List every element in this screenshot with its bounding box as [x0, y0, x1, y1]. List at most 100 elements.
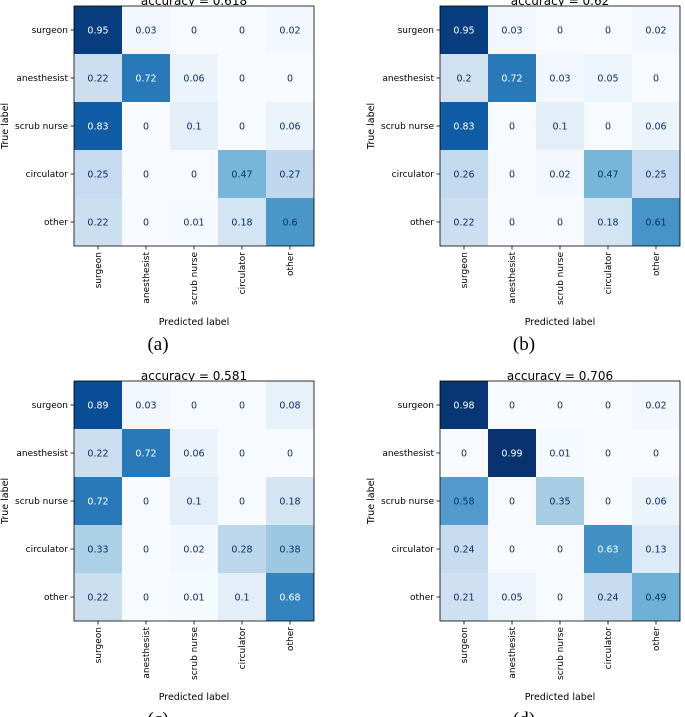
cell-value-label: 0.72 [501, 74, 522, 85]
heatmap-cell [122, 381, 170, 429]
x-tick-label: circulator [604, 627, 614, 670]
heatmap-cell [440, 102, 488, 150]
cell-value-label: 0 [287, 449, 293, 460]
subfigure-caption: (a) [147, 334, 168, 355]
cell-value-label: 0.68 [279, 593, 300, 604]
heatmap-cell [632, 525, 680, 573]
x-tick-label: scrub nurse [190, 252, 200, 305]
heatmap-cell [632, 102, 680, 150]
cell-value-label: 0 [605, 401, 611, 412]
cell-value-label: 0.24 [453, 545, 474, 556]
cell-value-label: 0.18 [597, 218, 618, 229]
heatmap-cell [536, 573, 584, 621]
cell-value-label: 0.26 [453, 170, 474, 181]
cell-value-label: 0.95 [453, 26, 474, 37]
heatmap-cell [632, 477, 680, 525]
heatmap-cell [584, 525, 632, 573]
x-tick-label: circulator [238, 252, 248, 295]
heatmap-cell [632, 6, 680, 54]
y-tick-label: surgeon [398, 26, 434, 36]
heatmap-cell [584, 150, 632, 198]
heatmap-cell [170, 6, 218, 54]
chart-title: accuracy = 0.618 [141, 0, 247, 8]
heatmap-cell [488, 150, 536, 198]
x-tick-label: anesthesist [508, 252, 518, 304]
cell-value-label: 0.24 [597, 593, 618, 604]
cell-value-label: 0 [557, 593, 563, 604]
heatmap-cell [632, 573, 680, 621]
cell-value-label: 0.95 [87, 26, 108, 37]
cell-value-label: 0.01 [549, 449, 570, 460]
cell-value-label: 0.83 [87, 122, 108, 133]
heatmap-cell [170, 150, 218, 198]
heatmap-cell [632, 429, 680, 477]
heatmap-cell [266, 525, 314, 573]
confusion-matrix-panel-a: accuracy = 0.618 0.95 0.03 0 0 0.02 0.22 0.72 0.… [0, 0, 315, 355]
heatmap-cell [440, 381, 488, 429]
cell-value-label: 0.06 [279, 122, 300, 133]
heatmap-cell [218, 573, 266, 621]
cell-value-label: 0.63 [597, 545, 618, 556]
cell-value-label: 0 [143, 170, 149, 181]
heatmap-cell [170, 381, 218, 429]
cell-value-label: 0 [239, 497, 245, 508]
cell-value-label: 0 [605, 497, 611, 508]
y-tick-label: scrub nurse [15, 497, 68, 507]
heatmap-cell [170, 102, 218, 150]
cell-value-label: 0.02 [645, 26, 666, 37]
heatmap-cell [584, 429, 632, 477]
x-tick-label: other [652, 252, 662, 276]
heatmap-cell [122, 6, 170, 54]
cell-value-label: 0.21 [453, 593, 474, 604]
subfigure-caption: (d) [513, 709, 535, 717]
heatmap-cell [74, 429, 122, 477]
cell-value-label: 0 [143, 122, 149, 133]
x-tick-label: scrub nurse [556, 627, 566, 680]
cell-value-label: 0 [509, 497, 515, 508]
heatmap-cell [266, 573, 314, 621]
cell-value-label: 0.27 [279, 170, 300, 181]
x-tick-label: other [286, 252, 296, 276]
heatmap-cell [170, 198, 218, 246]
cell-value-label: 0.1 [234, 593, 249, 604]
cell-value-label: 0 [239, 401, 245, 412]
heatmap-cell [488, 102, 536, 150]
heatmap-cell [218, 429, 266, 477]
heatmap-cell [74, 381, 122, 429]
cell-value-label: 0.35 [549, 497, 570, 508]
x-tick-label: other [652, 627, 662, 651]
cell-value-label: 0.49 [645, 593, 666, 604]
cell-value-label: 0.1 [186, 122, 201, 133]
y-tick-label: surgeon [32, 401, 68, 411]
cell-value-label: 0.03 [501, 26, 522, 37]
heatmap-cell [584, 54, 632, 102]
cell-value-label: 0.22 [87, 74, 108, 85]
x-tick-label: surgeon [94, 627, 104, 663]
heatmap-cell [440, 54, 488, 102]
heatmap-cell [440, 198, 488, 246]
cell-value-label: 0.1 [552, 122, 567, 133]
heatmap-cell [266, 150, 314, 198]
heatmap-cell [74, 477, 122, 525]
cell-value-label: 0.03 [549, 74, 570, 85]
cell-value-label: 0 [509, 401, 515, 412]
heatmap-cell [536, 477, 584, 525]
cell-value-label: 0.72 [135, 74, 156, 85]
heatmap-cell [488, 477, 536, 525]
cell-value-label: 0 [557, 401, 563, 412]
cell-value-label: 0.02 [549, 170, 570, 181]
heatmap-cell [488, 6, 536, 54]
heatmap-cell [122, 477, 170, 525]
heatmap-cell [584, 102, 632, 150]
y-tick-label: anesthesist [16, 74, 68, 84]
cell-value-label: 0.05 [501, 593, 522, 604]
cell-value-label: 0 [143, 218, 149, 229]
cell-value-label: 0.03 [135, 401, 156, 412]
cell-value-label: 0 [461, 449, 467, 460]
heatmap-cell [536, 525, 584, 573]
heatmap-cell [218, 150, 266, 198]
cell-value-label: 0.25 [87, 170, 108, 181]
y-tick-label: anesthesist [16, 449, 68, 459]
cell-value-label: 0.02 [279, 26, 300, 37]
x-tick-label: scrub nurse [556, 252, 566, 305]
